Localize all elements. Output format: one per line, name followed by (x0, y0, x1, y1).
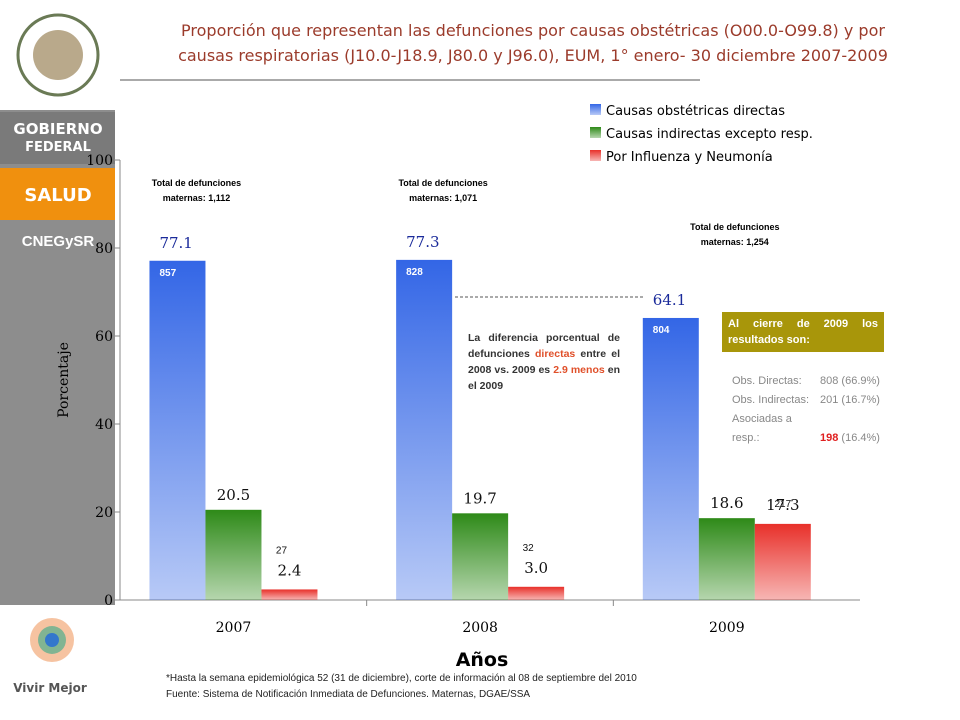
y-tick-label: 80 (95, 241, 113, 257)
bar (452, 513, 509, 600)
salud-box (0, 168, 115, 220)
chart-title: causas respiratorias (J10.0-J18.9, J80.0… (178, 46, 888, 65)
y-tick-label: 40 (95, 417, 113, 433)
result-row: Asociadas a resp.: 198 (16.4%) (732, 410, 922, 448)
note-part: La diferencia porcentual de defunciones (468, 332, 620, 360)
count-label: 857 (159, 268, 176, 279)
gobierno-box (0, 112, 115, 164)
legend-swatch (590, 127, 601, 138)
result-label: Obs. Indirectas: (732, 394, 810, 406)
y-axis-label: Porcentaje (56, 342, 72, 418)
seal (16, 13, 100, 97)
note-part: directas (534, 348, 576, 360)
brand: Vivir Mejor (13, 681, 87, 695)
bar (149, 260, 206, 600)
result-label: Asociadas a resp.: (732, 413, 792, 444)
count-label: 27 (276, 545, 288, 556)
bar (508, 586, 565, 600)
result-pct: (66.9%) (841, 375, 880, 387)
result-pct: (16.7%) (841, 394, 880, 406)
value-label: 18.6 (710, 494, 743, 512)
results: Obs. Directas: 808 (66.9%) Obs. Indirectas… (732, 372, 922, 448)
bar (205, 509, 262, 600)
value-label: 77.1 (159, 234, 192, 252)
total-label: maternas: 1,112 (163, 193, 231, 203)
result-row: Obs. Directas: 808 (66.9%) (732, 372, 922, 391)
footnotes: *Hasta la semana epidemiológica 52 (31 d… (166, 671, 637, 703)
bar (754, 523, 811, 600)
total-label: Total de defunciones (152, 178, 241, 188)
unit: CNEGySR (22, 233, 95, 250)
result-label: Obs. Directas: (732, 375, 802, 387)
seal-eagle (33, 30, 83, 80)
note-part: en el 2009 (468, 364, 621, 392)
count-label: 828 (406, 267, 423, 278)
footnote: *Hasta la semana epidemiológica 52 (31 d… (166, 673, 637, 684)
count-label: 32 (523, 543, 535, 554)
legend-swatch (590, 150, 601, 161)
value-label: 3.0 (524, 559, 548, 577)
bar (261, 589, 318, 600)
chart-title: Proporción que representan las defuncion… (181, 21, 885, 40)
result-pct: (16.4%) (841, 432, 880, 444)
result-value: 201 (820, 394, 839, 406)
value-label: 77.3 (406, 233, 439, 251)
footnote: Fuente: Sistema de Notificación Inmediat… (166, 689, 531, 700)
legend-label: Por Influenza y Neumonía (606, 150, 773, 165)
y-tick-label: 0 (104, 593, 113, 609)
x-axis-label: Años (456, 649, 509, 671)
x-tick-label: 2009 (709, 620, 745, 636)
y-tick-label: 100 (86, 153, 113, 169)
result-value: 198 (820, 432, 839, 444)
value-label: 64.1 (653, 291, 686, 309)
x-tick-label: 2008 (462, 620, 498, 636)
note-part: 2.9 menos (553, 364, 605, 376)
note: La diferencia porcentual de defunciones … (468, 330, 620, 394)
y-tick-label: 60 (95, 329, 113, 345)
bar (698, 518, 755, 600)
brand-logo (30, 618, 74, 662)
value-label: 20.5 (217, 486, 250, 504)
value-label: 17.3 (766, 496, 799, 514)
legend-label: Causas obstétricas directas (606, 104, 785, 119)
total-label: Total de defunciones (398, 178, 487, 188)
x-tick-label: 2007 (216, 620, 252, 636)
total-label: Total de defunciones (690, 222, 779, 232)
salud: SALUD (24, 185, 91, 206)
result-row: Obs. Indirectas: 201 (16.7%) (732, 391, 922, 410)
value-label: 19.7 (463, 489, 496, 507)
legend-label: Causas indirectas excepto resp. (606, 127, 813, 142)
note-part: entre el 2008 vs. 2009 es (468, 348, 620, 376)
gobierno: Gobierno (13, 120, 102, 138)
result-value: 808 (820, 375, 839, 387)
bar (642, 317, 699, 600)
count-label: 217 (774, 499, 791, 510)
bar (396, 259, 453, 600)
total-label: maternas: 1,071 (409, 193, 477, 203)
federal: Federal (25, 140, 91, 155)
total-label: maternas: 1,254 (701, 237, 769, 247)
value-label: 2.4 (278, 561, 302, 579)
y-tick-label: 20 (95, 505, 113, 521)
results-heading: Al cierre de 2009 los resultados son: (722, 312, 884, 352)
legend-swatch (590, 104, 601, 115)
count-label: 804 (653, 325, 670, 336)
